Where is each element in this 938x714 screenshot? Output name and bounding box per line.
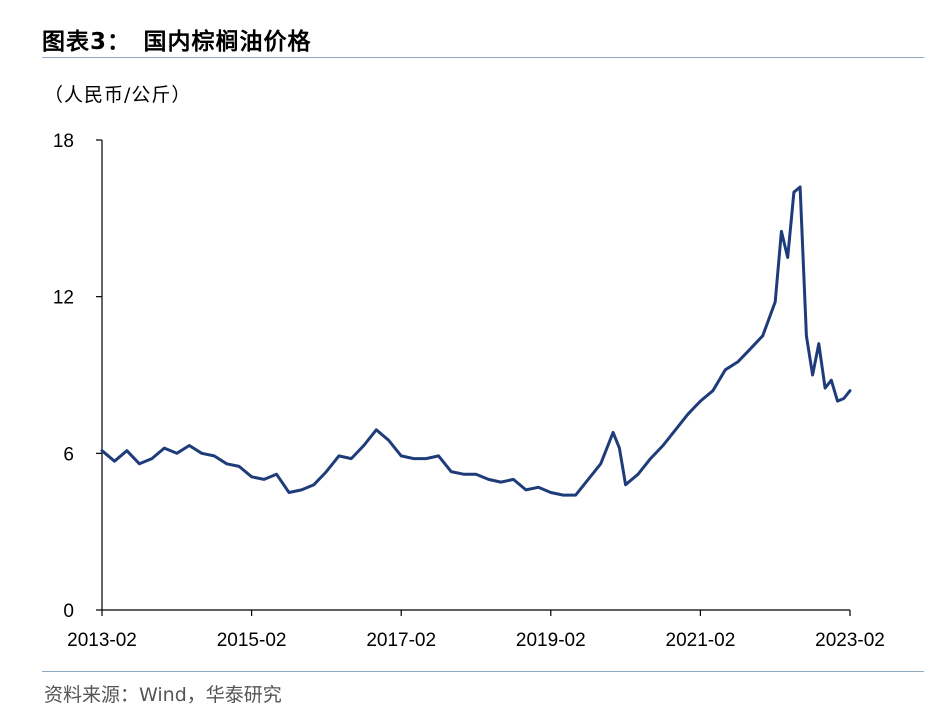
figure-title: 图表3： 国内棕榈油价格: [42, 29, 312, 55]
y-tick-label: 0: [63, 601, 74, 622]
y-tick-label: 6: [63, 444, 74, 465]
x-tick-label: 2023-02: [815, 630, 885, 651]
x-tick-label: 2019-02: [516, 630, 586, 651]
series-line: [100, 185, 852, 497]
x-tick-label: 2015-02: [217, 630, 287, 651]
chart-ticks: 0 6 12 18 2013-02 2015-02 2017-02 2019-02 2021-0…: [53, 131, 885, 651]
title-rule: [42, 57, 924, 58]
y-tick-label: 12: [53, 288, 74, 309]
y-axis-unit-label: （人民币/公斤）: [44, 84, 192, 106]
x-tick-label: 2013-02: [67, 630, 137, 651]
palm-oil-price-chart: 0 6 12 18 2013-02 2015-02 2017-02 2019-02 2021-0…: [53, 131, 885, 651]
x-tick-label: 2017-02: [366, 630, 436, 651]
x-tick-label: 2021-02: [666, 630, 736, 651]
source-note: 资料来源：Wind，华泰研究: [44, 684, 282, 706]
y-tick-label: 18: [53, 131, 74, 152]
chart-axes: [101, 140, 850, 611]
footer-rule: [42, 671, 924, 672]
